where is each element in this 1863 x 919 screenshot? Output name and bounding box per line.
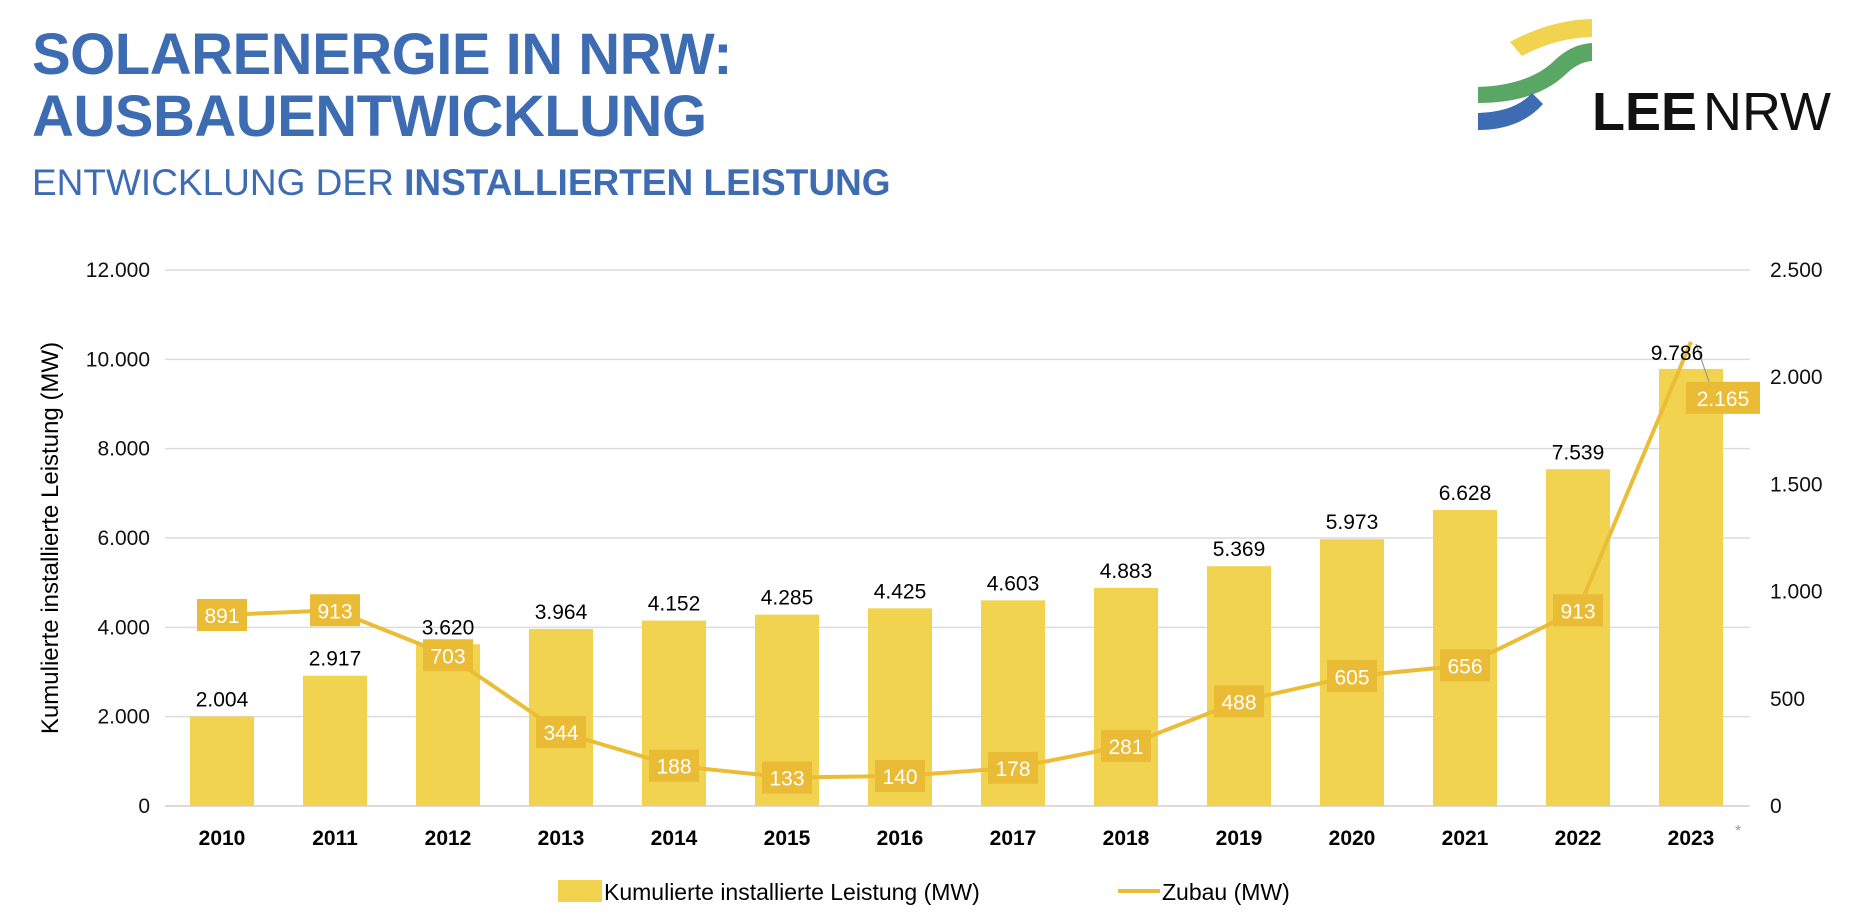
y-tick-label: 4.000 [97, 616, 150, 639]
line-label-box [1327, 660, 1377, 693]
bar [1659, 368, 1723, 806]
y2-tick-label: 2.000 [1770, 366, 1823, 389]
x-tick-label: 2017 [990, 827, 1037, 850]
bar-value-label: 3.620 [422, 616, 475, 639]
bar-value-label: 2.004 [196, 688, 249, 711]
x-tick-label: 2010 [199, 827, 246, 850]
logo-green-stripe [1478, 43, 1592, 103]
legend-line-label: Zubau (MW) [1162, 879, 1290, 905]
page-title: SOLARENERGIE IN NRW: AUSBAUENTWICKLUNG [32, 22, 733, 149]
bar-value-label: 9.786 [1651, 342, 1704, 365]
x-tick-label: 2021 [1442, 827, 1489, 850]
line-label-box [649, 749, 699, 782]
y2-tick-label: 0 [1770, 795, 1782, 818]
bar [1094, 587, 1158, 806]
line-label-box [1686, 381, 1760, 414]
y2-tick-label: 1.000 [1770, 581, 1823, 604]
bar-value-label: 6.628 [1439, 482, 1492, 505]
line-label-box [423, 639, 473, 672]
subtitle-regular: ENTWICKLUNG DER [32, 162, 405, 203]
logo-text-regular: NRW [1703, 82, 1831, 142]
x-tick-note: * [1735, 823, 1741, 840]
line-label-box [1214, 685, 1264, 718]
y-tick-label: 12.000 [86, 259, 150, 282]
bar-value-label: 3.964 [535, 601, 588, 624]
subtitle-bold: INSTALLIERTEN LEISTUNG [404, 162, 891, 203]
y2-tick-label: 1.500 [1770, 473, 1823, 496]
bar [190, 716, 254, 806]
y-tick-label: 2.000 [97, 706, 150, 729]
x-tick-label: 2018 [1103, 827, 1150, 850]
x-tick-label: 2015 [764, 827, 811, 850]
bar-value-label: 4.285 [761, 587, 814, 610]
line-value-label: 178 [995, 758, 1030, 781]
logo-text: LEE NRW [1592, 82, 1831, 142]
line-value-label: 703 [430, 645, 465, 668]
line-value-label: 344 [543, 722, 578, 745]
line-value-label: 133 [769, 767, 804, 790]
x-tick-label: 2023 [1668, 827, 1715, 850]
line-value-label: 2.165 [1697, 388, 1750, 411]
y-axis-label: Kumulierte installierte Leistung (MW) [37, 342, 64, 734]
y-tick-label: 0 [138, 795, 150, 818]
y-tick-label: 8.000 [97, 438, 150, 461]
line-label-box [197, 598, 247, 631]
line-value-label: 488 [1221, 691, 1256, 714]
line-label-box [762, 761, 812, 794]
bar-value-label: 4.603 [987, 572, 1040, 595]
line-label-box [1101, 729, 1151, 762]
line-value-label: 891 [204, 605, 239, 628]
line-value-label: 281 [1108, 736, 1143, 759]
x-tick-label: 2012 [425, 827, 472, 850]
x-tick-label: 2011 [312, 827, 358, 850]
leader-line [1695, 343, 1710, 383]
logo-yellow-stripe [1510, 19, 1592, 56]
line-label-box [875, 759, 925, 792]
page-subtitle: ENTWICKLUNG DER INSTALLIERTEN LEISTUNG [32, 163, 891, 203]
bar [303, 675, 367, 806]
line-value-label: 140 [882, 766, 917, 789]
line-value-label: 605 [1334, 666, 1369, 689]
logo-blue-stripe [1478, 93, 1543, 130]
x-tick-label: 2019 [1216, 827, 1263, 850]
logo: LEE NRW [1478, 19, 1831, 142]
title-line-1: SOLARENERGIE IN NRW: [32, 22, 733, 87]
bar [1546, 469, 1610, 806]
line-label-box [310, 594, 360, 627]
bar-value-label: 4.152 [648, 593, 701, 616]
bar-value-label: 2.917 [309, 648, 362, 671]
line-label-box [988, 751, 1038, 784]
y2-tick-label: 2.500 [1770, 259, 1823, 282]
bar-value-label: 5.973 [1326, 511, 1379, 534]
line-label-box [1440, 649, 1490, 682]
legend: Kumulierte installierte Leistung (MW) Zu… [558, 879, 1290, 905]
y2-tick-label: 500 [1770, 688, 1805, 711]
bar-value-label: 4.425 [874, 580, 927, 603]
line-value-label: 656 [1447, 655, 1482, 678]
bar-value-label: 4.883 [1100, 560, 1153, 583]
legend-bar-label: Kumulierte installierte Leistung (MW) [604, 879, 980, 905]
y-tick-label: 6.000 [97, 527, 150, 550]
x-tick-label: 2013 [538, 827, 585, 850]
line-label-box [1553, 594, 1603, 627]
x-tick-label: 2020 [1329, 827, 1376, 850]
legend-bar-swatch [558, 880, 602, 902]
title-line-2: AUSBAUENTWICKLUNG [32, 84, 707, 149]
bar-value-label: 7.539 [1552, 441, 1605, 464]
x-tick-label: 2014 [651, 827, 698, 850]
logo-text-bold: LEE [1592, 82, 1697, 142]
line-value-label: 913 [1560, 600, 1595, 623]
x-tick-label: 2022 [1555, 827, 1602, 850]
x-tick-label: 2016 [877, 827, 924, 850]
line-value-label: 913 [317, 600, 352, 623]
line-label-box [536, 716, 586, 749]
bar-value-label: 5.369 [1213, 538, 1266, 561]
y-tick-label: 10.000 [86, 348, 150, 371]
line-value-label: 188 [656, 756, 691, 779]
